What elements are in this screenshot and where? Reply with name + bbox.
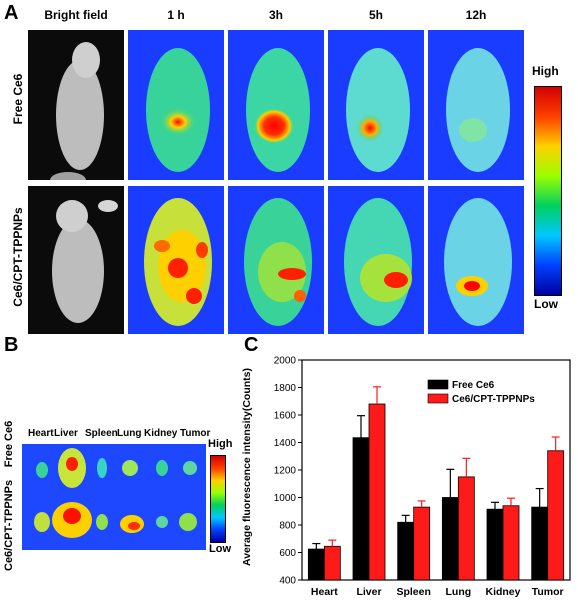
fluorescence-image-free-12h bbox=[428, 30, 524, 180]
column-header-12h: 12h bbox=[465, 8, 487, 22]
y-axis-label: Average fluorescence intensity(Counts) bbox=[241, 368, 253, 566]
bar-chart: 400 600 800 1000 1200 1400 1600 1800 2000 Heart Li… bbox=[241, 356, 571, 598]
column-header-1h: 1 h bbox=[167, 8, 185, 22]
row-label-free-ce6: Free Ce6 bbox=[11, 73, 25, 125]
bright-field-image-free bbox=[28, 30, 124, 180]
y-tick-label: 600 bbox=[279, 548, 296, 559]
colorbar-b bbox=[210, 455, 226, 543]
x-tick-label-kidney: Kidney bbox=[485, 586, 520, 598]
legend-label-1: Ce6/CPT-TPPNPs bbox=[452, 394, 535, 405]
organ-label-tumor: Tumor bbox=[180, 428, 211, 439]
organ-row-label-tpp: Ce6/CPT-TPPNPs bbox=[3, 479, 15, 571]
bar-ce6-cpt-tppnps-liver bbox=[368, 403, 386, 581]
panel-c-letter: C bbox=[244, 334, 259, 356]
ex-vivo-organ-image bbox=[22, 444, 206, 550]
fluorescence-image-free-1h bbox=[128, 30, 224, 180]
column-header-bright-field: Bright field bbox=[44, 8, 108, 22]
bar-ce6-cpt-tppnps-lung bbox=[457, 476, 475, 581]
organ-label-kidney: Kidney bbox=[144, 428, 178, 439]
organ-label-liver: Liver bbox=[54, 428, 78, 439]
y-tick-label: 1200 bbox=[274, 466, 297, 477]
colorbar-a-high-label: High bbox=[532, 64, 559, 78]
fluorescence-image-free-5h bbox=[328, 30, 424, 180]
bar-ce6-cpt-tppnps-heart bbox=[323, 545, 341, 581]
y-tick-label: 2000 bbox=[274, 356, 297, 367]
x-tick-label-heart: Heart bbox=[311, 586, 338, 598]
x-tick-label-liver: Liver bbox=[356, 586, 381, 598]
fluorescence-image-tpp-1h bbox=[128, 186, 224, 334]
organ-label-spleen: Spleen bbox=[85, 428, 118, 439]
row-label-ce6-cpt-tppnps: Ce6/CPT-TPPNPs bbox=[11, 207, 25, 307]
panel-a-letter: A bbox=[4, 2, 19, 24]
bar-ce6-cpt-tppnps-spleen bbox=[413, 506, 431, 581]
y-tick-label: 1600 bbox=[274, 411, 297, 422]
bar-ce6-cpt-tppnps-tumor bbox=[547, 450, 565, 581]
y-tick-label: 400 bbox=[279, 576, 296, 587]
bar-ce6-cpt-tppnps-kidney bbox=[502, 505, 520, 581]
organ-label-heart: Heart bbox=[28, 428, 54, 439]
bar-free-ce6-spleen bbox=[397, 521, 415, 581]
bar-free-ce6-heart bbox=[307, 548, 325, 581]
plot-frame bbox=[301, 359, 571, 581]
bar-free-ce6-liver bbox=[352, 437, 370, 581]
fluorescence-image-free-3h bbox=[228, 30, 324, 180]
y-tick-label: 1400 bbox=[274, 438, 297, 449]
bar-free-ce6-kidney bbox=[486, 508, 504, 581]
panel-b-letter: B bbox=[4, 334, 19, 356]
x-tick-label-lung: Lung bbox=[446, 586, 472, 598]
organ-label-lung: Lung bbox=[117, 428, 142, 439]
fluorescence-image-tpp-5h bbox=[328, 186, 424, 334]
column-header-5h: 5h bbox=[368, 8, 383, 22]
legend-swatch-1 bbox=[427, 393, 449, 404]
legend-swatch-0 bbox=[427, 379, 449, 390]
y-tick-label: 1000 bbox=[274, 493, 297, 504]
organ-row-label-free: Free Ce6 bbox=[3, 420, 15, 468]
colorbar-a bbox=[534, 86, 562, 296]
y-tick-label: 800 bbox=[279, 521, 296, 532]
bright-field-image-tpp bbox=[28, 186, 124, 334]
colorbar-a-low-label: Low bbox=[534, 297, 558, 311]
colorbar-b-high-label: High bbox=[208, 438, 233, 450]
column-header-3h: 3h bbox=[268, 8, 283, 22]
legend-label-0: Free Ce6 bbox=[452, 380, 495, 391]
x-tick-label-spleen: Spleen bbox=[396, 586, 430, 598]
fluorescence-image-tpp-12h bbox=[428, 186, 524, 334]
x-tick-label-tumor: Tumor bbox=[532, 586, 564, 598]
bar-free-ce6-tumor bbox=[531, 506, 549, 581]
colorbar-b-low-label: Low bbox=[209, 543, 231, 555]
fluorescence-image-tpp-3h bbox=[228, 186, 324, 334]
bar-free-ce6-lung bbox=[441, 497, 459, 581]
y-tick-label: 1800 bbox=[274, 383, 297, 394]
